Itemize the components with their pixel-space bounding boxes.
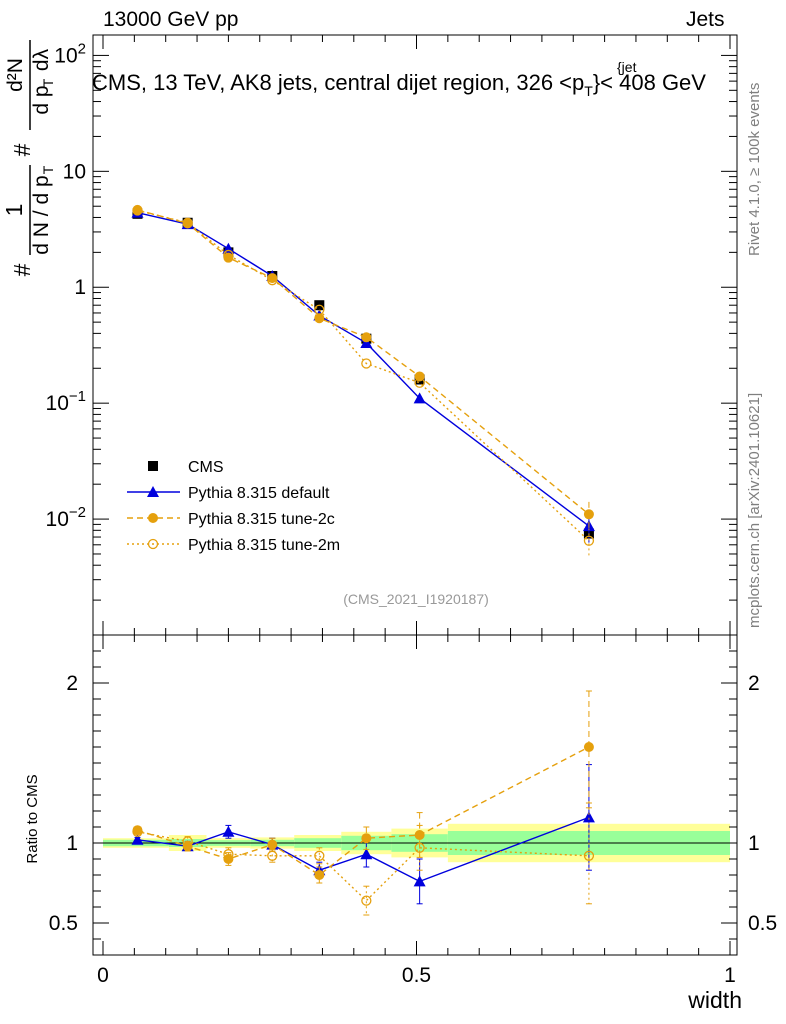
data-point	[223, 249, 234, 261]
ylabel-d2n: d²N	[4, 58, 27, 92]
legend-item: Pythia 8.315 default	[127, 485, 330, 502]
x-tick-label: 0.5	[402, 964, 431, 987]
series-3-main	[132, 205, 595, 558]
ratio-data-point	[131, 833, 144, 845]
legend-label: Pythia 8.315 tune-2c	[188, 511, 335, 528]
ratio-data-point	[314, 870, 325, 880]
data-point	[583, 535, 595, 546]
ylabel-subscript: T	[40, 165, 56, 174]
chart-title-superscript: {jet	[617, 59, 637, 75]
ratio-data-point	[267, 850, 278, 861]
ratio-data-point	[182, 836, 193, 847]
legend-marker	[148, 513, 158, 523]
main-y-tick-label: 102	[54, 40, 86, 67]
ratio-data-point	[223, 849, 234, 860]
data-point	[267, 275, 278, 286]
ratio-data-point	[583, 742, 594, 752]
ylabel-subscript-2: T	[40, 78, 56, 87]
process-label: Jets	[686, 8, 725, 31]
x-tick-label: 1	[724, 964, 736, 987]
data-point	[132, 205, 143, 216]
ratio-data-point	[267, 839, 278, 850]
ylabel-denominator: d N / d p	[30, 175, 53, 254]
x-tick-label: 0	[97, 964, 109, 987]
data-point	[361, 332, 372, 343]
ratio-data-point	[132, 826, 143, 837]
ratio-data-point	[361, 833, 372, 844]
ratio-y-axis-label: Ratio to CMS	[24, 774, 41, 863]
rivet-version-label: Rivet 4.1.0, ≥ 100k events	[746, 82, 763, 256]
main-y-tick-label: 1	[74, 276, 86, 299]
ratio-data-point	[314, 850, 325, 861]
legend-label: Pythia 8.315 default	[188, 485, 330, 502]
legend-marker	[148, 461, 158, 471]
data-point	[314, 304, 325, 315]
ratio-y-tick-label-right: 1	[748, 832, 760, 855]
series-3-ratio	[132, 807, 595, 916]
legend-label: CMS	[188, 459, 224, 476]
ylabel-hash: #	[9, 263, 35, 276]
legend-label: Pythia 8.315 tune-2m	[188, 537, 340, 554]
series-line	[137, 209, 590, 542]
legend-item: CMS	[148, 459, 224, 476]
ratio-series-line	[137, 831, 589, 902]
data-point	[414, 377, 425, 388]
data-point	[583, 509, 594, 520]
x-axis-label: width	[687, 987, 742, 1013]
ratio-data-point	[413, 875, 426, 887]
ratio-y-tick-label: 0.5	[49, 912, 78, 935]
data-point	[182, 218, 193, 229]
legend-marker	[147, 538, 159, 550]
main-y-tick-label: 10−2	[46, 504, 86, 531]
ratio-y-axis-ticks	[93, 650, 737, 940]
ratio-y-tick-label-right: 0.5	[748, 912, 777, 935]
main-y-tick-label: 10−1	[46, 388, 86, 415]
data-point	[314, 313, 325, 324]
mcplots-label: mcplots.cern.ch [arXiv:2401.10621]	[746, 392, 763, 628]
legend: CMS Pythia 8.315 default Pythia 8.315 tune…	[127, 459, 340, 554]
main-y-tick-label: 10	[63, 160, 86, 183]
ratio-plot-frame	[92, 634, 738, 956]
chart-title: CMS, 13 TeV, AK8 jets, central dijet reg…	[92, 70, 706, 99]
data-point	[182, 217, 193, 228]
data-point	[361, 358, 372, 369]
ratio-y-tick-label-right: 2	[748, 672, 760, 695]
ylabel-one: 1	[1, 204, 27, 217]
ratio-data-point	[414, 842, 425, 853]
ylabel-dpt: d p	[30, 85, 53, 114]
legend-marker	[147, 486, 159, 497]
legend-item: Pythia 8.315 tune-2m	[127, 537, 340, 554]
ratio-data-point	[582, 811, 595, 823]
main-y-axis-ticks	[93, 54, 737, 636]
legend-item: Pythia 8.315 tune-2c	[127, 511, 335, 528]
energy-label: 13000 GeV pp	[103, 8, 239, 31]
ratio-series-line	[137, 746, 590, 876]
series-line	[137, 211, 590, 527]
ratio-series-line	[137, 816, 590, 883]
series-2-main	[132, 204, 594, 531]
ratio-data-point	[361, 895, 372, 906]
ratio-data-point	[222, 825, 235, 837]
data-point	[223, 252, 234, 263]
ratio-y-tick-label: 2	[66, 672, 78, 695]
data-point	[267, 273, 278, 284]
ylabel-dlambda: dλ	[30, 48, 53, 71]
ratio-y-tick-label: 1	[66, 832, 78, 855]
ylabel-hash-2: #	[9, 143, 35, 156]
analysis-id-label: (CMS_2021_I1920187)	[343, 591, 489, 607]
ratio-data-point	[414, 830, 425, 840]
ratio-data-point	[583, 850, 595, 861]
ratio-data-point	[360, 848, 373, 860]
data-point	[360, 337, 373, 349]
x-axis-ticks	[102, 35, 731, 955]
data-point	[132, 204, 143, 215]
series-line	[137, 209, 590, 515]
data-point	[413, 392, 426, 404]
